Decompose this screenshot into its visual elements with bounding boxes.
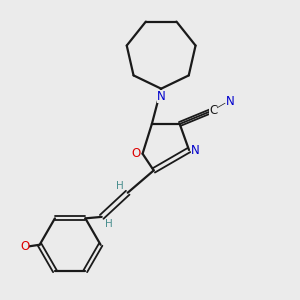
Text: H: H [116, 181, 124, 191]
Text: N: N [157, 90, 166, 104]
Text: N: N [226, 95, 234, 108]
Text: N: N [191, 143, 200, 157]
Text: O: O [131, 147, 140, 160]
Text: O: O [20, 240, 29, 253]
Text: C: C [209, 104, 217, 118]
Text: H: H [105, 219, 113, 229]
